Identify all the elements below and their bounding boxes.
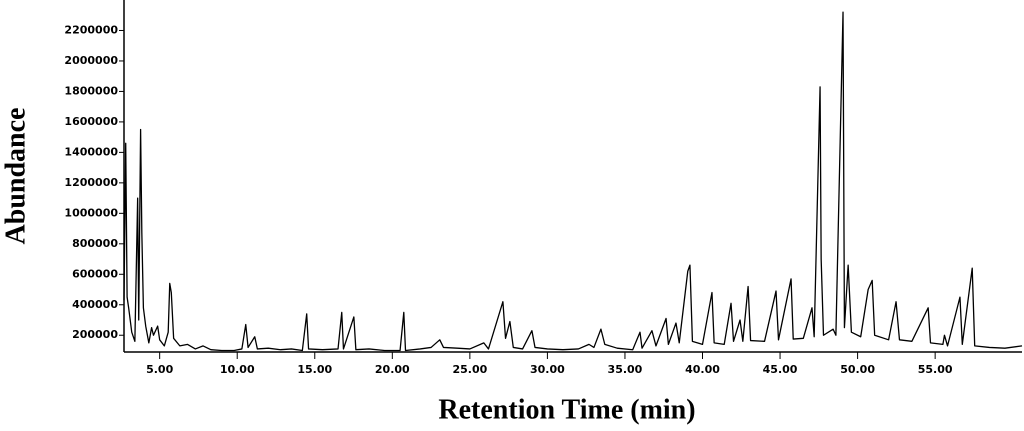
y-tick-label: 600000 (72, 267, 118, 280)
y-tick-label: 1800000 (64, 84, 118, 97)
x-tick-label: 10.00 (220, 363, 255, 376)
x-tick-label: 15.00 (297, 363, 332, 376)
y-tick-label: 200000 (72, 328, 118, 341)
y-tick-label: 2200000 (64, 23, 118, 36)
x-tick-label: 35.00 (608, 363, 643, 376)
x-tick-label: 45.00 (763, 363, 798, 376)
x-tick-label: 50.00 (840, 363, 875, 376)
y-tick-label: 1000000 (64, 206, 118, 219)
x-axis-title: Retention Time (min) (438, 394, 695, 425)
y-tick-label: 400000 (72, 298, 118, 311)
x-tick-label: 20.00 (375, 363, 410, 376)
y-tick-label: 2000000 (64, 54, 118, 67)
x-tick-label: 40.00 (685, 363, 720, 376)
x-tick-label: 25.00 (452, 363, 487, 376)
y-tick-label: 1600000 (64, 115, 118, 128)
y-tick-label: 800000 (72, 237, 118, 250)
y-tick-label: 1400000 (64, 145, 118, 158)
x-tick-label: 55.00 (918, 363, 953, 376)
y-axis-title: Abundance (0, 108, 31, 245)
chromatogram-line (123, 11, 1023, 352)
y-tick-label: 1200000 (64, 176, 118, 189)
x-tick-label: 30.00 (530, 363, 565, 376)
x-tick-label: 5.00 (146, 363, 173, 376)
